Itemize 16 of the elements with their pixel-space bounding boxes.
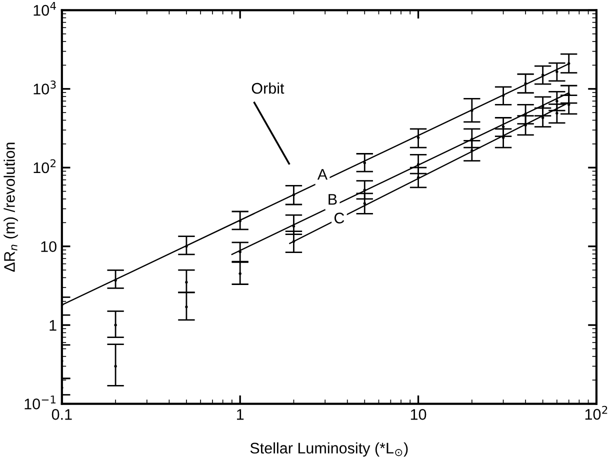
y-tick-label: 10$^{2}$ — [34, 159, 56, 174]
y-axis-title: ΔR$_{n}$ (m) /revolution — [4, 142, 18, 272]
x-tick-label: 10 — [410, 409, 426, 420]
x-tick-label: 1 — [237, 409, 244, 420]
x-tick-label: 0.1 — [52, 409, 72, 420]
y-tick-label: 10$^{4}$ — [34, 2, 56, 16]
annotation: C — [334, 212, 344, 224]
x-tick-label: 10$^{2}$ — [585, 406, 608, 420]
y-tick-label: 10 — [41, 241, 56, 252]
y-tick-label: 10$^{3}$ — [34, 80, 56, 94]
annotation: A — [317, 169, 328, 180]
y-tick-label: 10$^{−1}$ — [24, 396, 56, 410]
annotation: Orbit — [252, 82, 284, 94]
annotation: B — [328, 194, 337, 205]
y-tick-label: 1 — [50, 320, 56, 331]
x-axis-title: Stellar Luminosity (*L$_{⊙}$) — [250, 442, 408, 457]
